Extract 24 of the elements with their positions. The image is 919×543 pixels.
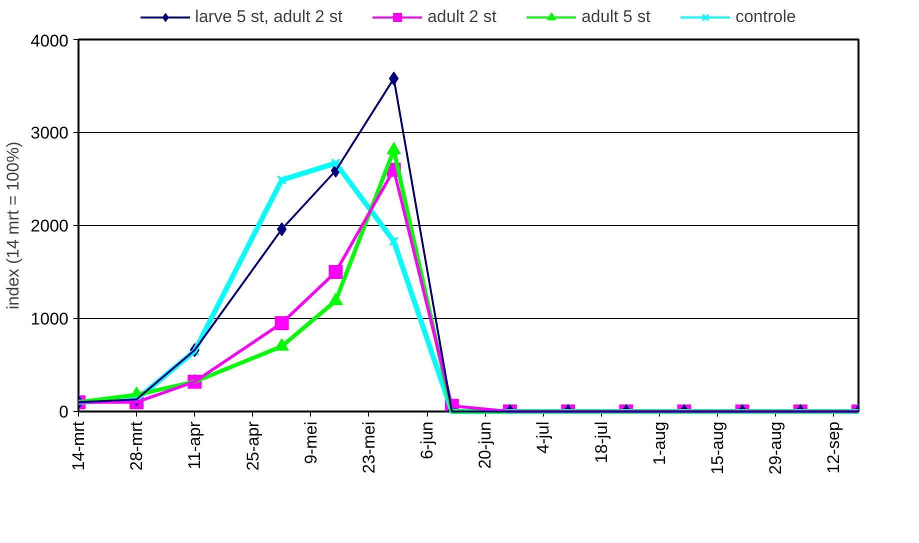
x-tick-label: 25-apr bbox=[243, 421, 262, 471]
x-tick-label: 4-jul bbox=[534, 422, 553, 454]
x-tick-label: 15-aug bbox=[708, 421, 727, 474]
x-tick-label: 14-mrt bbox=[69, 421, 88, 471]
x-tick-label: 18-jul bbox=[592, 421, 611, 464]
x-tick-label: 1-aug bbox=[650, 421, 669, 465]
y-tick-label: 2000 bbox=[30, 216, 69, 236]
y-tick-label: 4000 bbox=[30, 32, 69, 50]
x-tick-label: 28-mrt bbox=[127, 421, 146, 471]
y-axis-title: index (14 mrt = 100%) bbox=[4, 142, 23, 310]
legend-label: adult 2 st bbox=[427, 7, 496, 27]
x-tick-label: 11-apr bbox=[185, 421, 204, 470]
x-tick-label: 9-mei bbox=[301, 421, 320, 464]
x-tick-label: 12-sep bbox=[824, 421, 844, 474]
legend-label: adult 5 st bbox=[581, 7, 650, 27]
y-tick-label: 3000 bbox=[30, 124, 69, 142]
y-tick-label: 0 bbox=[59, 402, 69, 422]
legend-label: larve 5 st, adult 2 st bbox=[195, 7, 342, 27]
x-tick-label: 23-mei bbox=[359, 421, 378, 474]
legend-label: controle bbox=[735, 7, 796, 27]
x-tick-label: 20-jun bbox=[476, 421, 495, 469]
x-tick-label: 6-jun bbox=[418, 421, 437, 460]
x-tick-label: 29-aug bbox=[766, 421, 786, 474]
y-tick-label: 1000 bbox=[30, 310, 69, 328]
